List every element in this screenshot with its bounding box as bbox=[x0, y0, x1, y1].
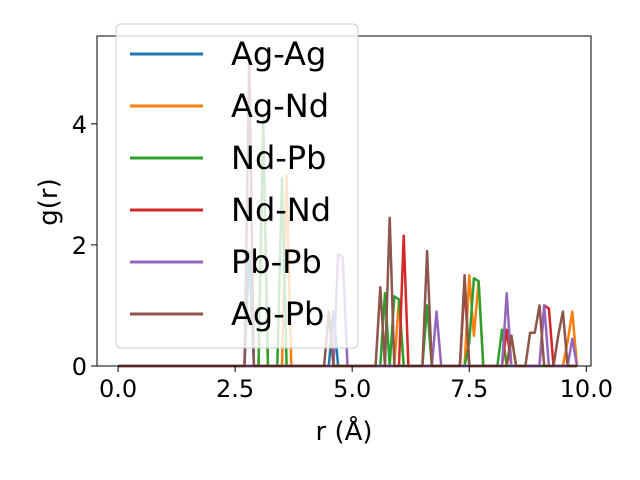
y-axis: 0 2 4 bbox=[72, 111, 97, 381]
x-tick-label: 5.0 bbox=[333, 375, 371, 403]
x-tick-label: 2.5 bbox=[216, 375, 254, 403]
x-axis: 0.0 2.5 5.0 7.5 10.0 bbox=[99, 366, 613, 403]
y-axis-label: g(r) bbox=[34, 178, 64, 225]
y-tick-label: 4 bbox=[72, 111, 87, 139]
x-tick-label: 10.0 bbox=[560, 375, 613, 403]
x-axis-label: r (Å) bbox=[315, 415, 372, 447]
legend-label: Ag-Nd bbox=[231, 87, 329, 125]
legend-label: Ag-Ag bbox=[231, 35, 326, 73]
legend-label: Nd-Nd bbox=[231, 191, 331, 229]
y-tick-label: 0 bbox=[72, 353, 87, 381]
legend-label: Ag-Pb bbox=[231, 295, 324, 333]
y-tick-label: 2 bbox=[72, 232, 87, 260]
x-tick-label: 0.0 bbox=[99, 375, 137, 403]
legend-label: Pb-Pb bbox=[231, 243, 322, 281]
legend-label: Nd-Pb bbox=[231, 139, 326, 177]
legend: Ag-Ag Ag-Nd Nd-Pb Nd-Nd Pb-Pb Ag-Pb bbox=[115, 23, 359, 349]
x-tick-label: 7.5 bbox=[450, 375, 488, 403]
